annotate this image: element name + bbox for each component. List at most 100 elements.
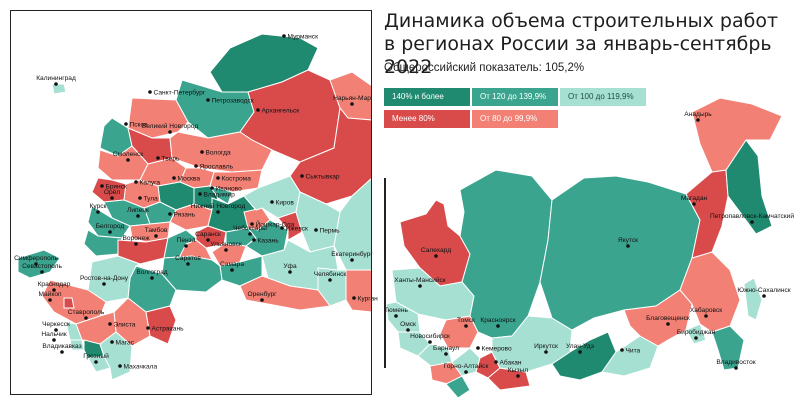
legend-label: 140% и более [392,92,444,101]
city-label: Ульяновск [210,241,242,248]
city-label: Архангельск [262,108,300,115]
city-label: Севастополь [22,263,62,270]
city-label: Москва [178,176,201,183]
city-dot [516,374,520,378]
city-dot [216,176,220,180]
city-label: Калининград [36,75,76,82]
region-crimea [17,249,61,279]
city-label: Красноярск [480,317,515,324]
city-dot [198,192,202,196]
subtitle: Общероссийский показатель: 105,2% [384,62,585,74]
city-dot [620,348,624,352]
city-dot [206,238,210,242]
city-label: Пермь [320,228,341,235]
city-dot [496,324,500,328]
city-label: Иваново [216,186,243,193]
city-dot [52,338,56,342]
legend-label: От 100 до 119,9% [568,92,634,101]
city-dot [256,108,260,112]
city-dot [184,244,188,248]
city-label: Абакан [500,359,522,367]
city-label: Курган [358,296,379,303]
region-primorye [711,325,745,371]
title-line-2: в регионах России за январь-сентябрь 202… [384,33,772,78]
city-dot [260,298,264,302]
city-dot [200,150,204,154]
city-label: Тула [144,196,159,203]
city-dot [578,350,582,354]
city-dot [146,326,150,330]
city-dot [60,350,64,354]
city-label: Калуга [140,180,161,187]
city-dot [52,288,56,292]
city-dot [418,284,422,288]
region-dagestan [99,331,133,381]
city-label: Мурманск [288,34,319,41]
city-dot [250,222,254,226]
city-label: Уфа [283,263,297,270]
city-dot [252,238,256,242]
city-label: Иркутск [534,343,558,350]
city-dot [444,352,448,356]
city-dot [704,314,708,318]
city-label: Кострома [222,176,252,183]
city-dot [750,220,754,224]
city-label: Великий Новгород [142,122,199,130]
city-label: Владимир [204,192,236,199]
city-label: Астрахань [152,326,185,333]
city-label: Новосибирск [410,332,450,340]
city-label: Саратов [175,255,201,262]
city-dot [172,176,176,180]
city-dot [108,322,112,326]
region-kamchatka [725,139,773,235]
city-dot [210,186,214,190]
city-dot [138,196,142,200]
city-label: Воронеж [122,235,150,242]
region-tuva [487,367,531,391]
city-dot [134,242,138,246]
map-divider [384,178,386,368]
city-label: Белгород [96,223,125,230]
city-dot [696,118,700,122]
legend-label: От 80 до 99,9% [480,114,538,123]
city-label: Благовещенск [646,315,690,322]
city-dot [156,156,160,160]
page-title: Динамика объема строительных работ в рег… [384,10,800,79]
city-dot [406,328,410,332]
city-label: Томск [457,317,475,324]
inset-frame [10,10,372,395]
city-label: Казань [258,238,280,245]
city-label: Горно-Алтайск [444,362,489,370]
city-label: Тверь [162,156,181,163]
region-amur [623,289,693,347]
legend-item-low: Менее 80% [384,110,470,128]
city-label: Кызыл [508,367,528,374]
city-dot [206,98,210,102]
city-dot [96,210,100,214]
city-dot [270,200,274,204]
city-dot [300,174,304,178]
region-kaliningrad [51,83,67,95]
city-label: Ярославль [200,164,234,171]
city-dot [186,262,190,266]
region-chukotka [691,97,783,173]
city-dot [734,366,738,370]
city-dot [216,210,220,214]
city-label: Оренбург [247,290,277,298]
city-dot [230,268,234,272]
city-label: Якутск [618,237,638,244]
city-label: Киров [276,200,295,207]
city-dot [494,360,498,364]
city-label: Элиста [114,322,136,329]
region-astrakhan [145,305,177,345]
city-dot [110,196,114,200]
city-label: Петрозаводск [212,98,254,105]
city-label: Псков [130,122,149,129]
city-label: Липецк [127,207,149,214]
city-label: Ростов-на-Дону [80,275,129,282]
city-label: Пенза [177,237,196,244]
city-dot [762,294,766,298]
city-label: Магадан [681,195,708,202]
